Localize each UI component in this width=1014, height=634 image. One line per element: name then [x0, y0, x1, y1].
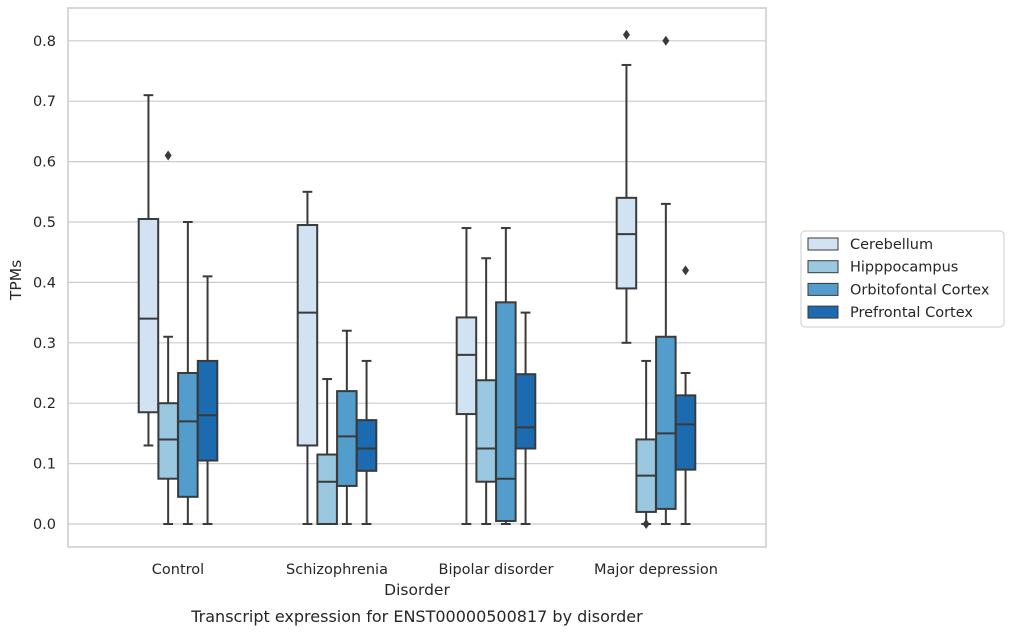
box-group — [355, 359, 378, 525]
legend-frame — [800, 230, 1005, 328]
box — [157, 402, 179, 480]
box — [336, 390, 358, 487]
boxes — [137, 29, 697, 529]
legend-label: Prefrontal Cortex — [850, 305, 973, 321]
box-group — [296, 190, 319, 525]
box-group — [514, 311, 537, 525]
box — [475, 379, 497, 483]
legend-label: Orbitofontal Cortex — [850, 282, 990, 298]
box-group — [137, 94, 160, 447]
legend-label: Cerebellum — [850, 237, 933, 253]
outlier-point — [682, 265, 690, 276]
x-axis-title: Disorder — [384, 581, 450, 599]
x-tick-label: Major depression — [594, 562, 718, 578]
box — [196, 359, 219, 462]
y-tick-label: 0.6 — [33, 155, 56, 171]
x-tick-label: Bipolar disorder — [439, 562, 554, 578]
x-tick-labels: Control Schizophrenia Bipolar disorder Majo… — [152, 562, 718, 578]
box — [655, 335, 677, 510]
y-tick-label: 0.3 — [33, 336, 56, 352]
legend-swatch — [807, 260, 839, 274]
y-axis-title: TPMs — [7, 260, 25, 301]
y-tick-label: 0.8 — [33, 34, 56, 50]
box-group — [177, 221, 199, 525]
box — [137, 217, 160, 414]
y-tick-label: 0.1 — [33, 457, 56, 473]
box-group — [196, 275, 219, 525]
legend-swatch — [807, 282, 839, 296]
y-tick-labels: 0.0 0.1 0.2 0.3 0.4 0.5 0.6 0.7 0.8 — [33, 34, 56, 533]
y-tick-label: 0.0 — [33, 517, 56, 533]
box — [455, 316, 478, 416]
y-tick-label: 0.5 — [33, 215, 56, 231]
legend-swatch — [807, 237, 839, 251]
outlier-point — [662, 35, 670, 46]
box — [355, 419, 378, 472]
box-group — [674, 265, 697, 525]
x-tick-label: Control — [152, 562, 204, 578]
box — [514, 373, 537, 450]
outlier-point — [642, 519, 650, 529]
box — [495, 301, 517, 522]
box — [316, 453, 338, 526]
legend-label: Hipppocampus — [850, 260, 958, 276]
box — [615, 196, 638, 290]
legend-swatch — [807, 305, 839, 319]
outlier-point — [622, 29, 630, 40]
box-group — [157, 150, 179, 525]
y-tick-label: 0.4 — [33, 275, 56, 291]
chart-caption: Transcript expression for ENST0000050081… — [190, 607, 643, 626]
outlier-point — [164, 150, 172, 161]
box — [296, 224, 319, 447]
y-tick-label: 0.2 — [33, 396, 56, 412]
box-group — [455, 227, 478, 525]
box-group — [475, 257, 497, 525]
legend: Cerebellum Hipppocampus Orbitofontal Corte… — [800, 230, 1005, 328]
box — [177, 372, 199, 498]
box — [674, 394, 697, 471]
y-tick-label: 0.7 — [33, 94, 56, 110]
box-group — [615, 29, 638, 344]
x-tick-label: Schizophrenia — [286, 562, 388, 578]
box-group — [316, 378, 338, 526]
